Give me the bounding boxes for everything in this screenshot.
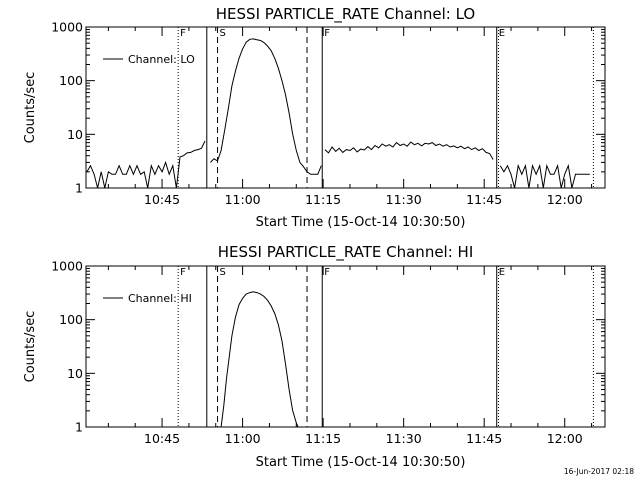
legend-label: Channel: LO	[128, 53, 195, 66]
y-tick-label: 1	[75, 181, 83, 196]
x-axis-label: Start Time (15-Oct-14 10:30:50)	[256, 455, 466, 470]
x-tick-label: 10:45	[144, 431, 180, 446]
y-tick-label: 10	[67, 127, 83, 142]
plot-frame	[85, 265, 606, 428]
y-tick-label: 1000	[51, 20, 83, 35]
event-flag-label: F	[324, 28, 330, 39]
x-tick-label: 11:00	[225, 431, 261, 446]
event-flag-label: F	[180, 28, 186, 39]
y-axis-label: Counts/sec	[23, 311, 38, 383]
legend-label: Channel: HI	[128, 292, 192, 305]
y-tick-label: 100	[59, 312, 83, 327]
x-tick-label: 10:45	[144, 192, 180, 207]
x-tick-label: 11:15	[305, 431, 341, 446]
x-tick-label: 12:00	[547, 192, 583, 207]
y-tick-label: 1	[75, 420, 83, 435]
series-line-segment	[86, 140, 206, 189]
x-tick-label: 12:00	[547, 431, 583, 446]
chart-panel-0	[85, 26, 606, 189]
event-flag-label: S	[220, 267, 226, 278]
event-flag-label: F	[180, 267, 186, 278]
series-line-segment	[499, 163, 590, 189]
event-flag-label: S	[220, 28, 226, 39]
y-tick-label: 1000	[51, 259, 83, 274]
x-tick-label: 11:45	[466, 192, 502, 207]
x-tick-label: 11:30	[386, 431, 422, 446]
y-tick-label: 100	[59, 73, 83, 88]
chart-panel-1	[85, 265, 606, 428]
plot-frame	[85, 26, 606, 189]
y-tick-label: 10	[67, 366, 83, 381]
event-flag-label: E	[499, 267, 505, 278]
series-line-segment	[324, 141, 494, 160]
event-flag-label: F	[324, 267, 330, 278]
x-tick-label: 11:30	[386, 192, 422, 207]
event-flag-label: E	[499, 28, 505, 39]
series-line-segment	[210, 38, 322, 175]
x-tick-label: 11:15	[305, 192, 341, 207]
chart-title: HESSI PARTICLE_RATE Channel: HI	[218, 243, 474, 262]
footer-timestamp: 16-Jun-2017 02:18	[563, 467, 634, 476]
y-axis-label: Counts/sec	[23, 72, 38, 144]
series-line-segment	[220, 291, 299, 428]
chart-title: HESSI PARTICLE_RATE Channel: LO	[216, 5, 475, 24]
x-axis-label: Start Time (15-Oct-14 10:30:50)	[256, 215, 466, 230]
x-tick-label: 11:45	[466, 431, 502, 446]
x-tick-label: 11:00	[225, 192, 261, 207]
